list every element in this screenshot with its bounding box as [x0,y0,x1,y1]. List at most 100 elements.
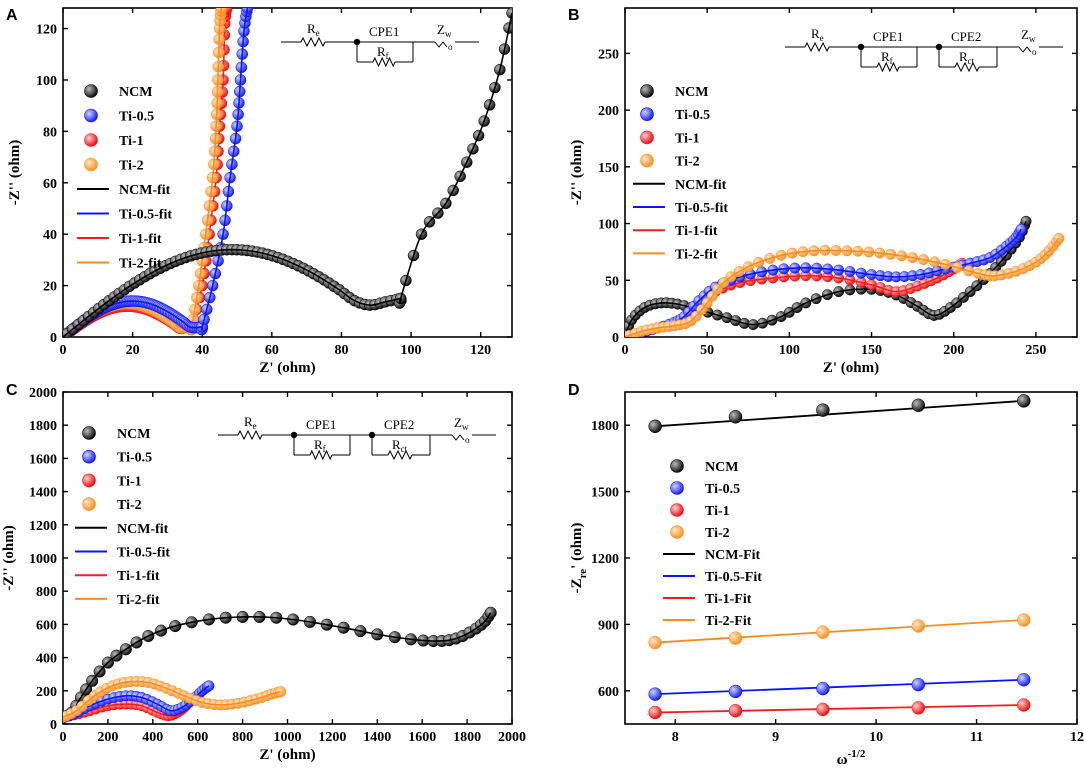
series-Ti-1 [648,698,1031,720]
fit-line-Ti-2 [63,680,281,719]
svg-text:Rf: Rf [377,44,389,61]
data-point-Ti-2 [816,625,830,639]
x-tick-label: 400 [142,730,163,745]
panel-D-frame [624,391,1078,725]
legend-label: Ti-2 [675,155,700,170]
x-tick-label: 150 [861,343,882,358]
legend-label: Ti-1 [675,131,700,146]
x-tick-label: 1600 [408,730,436,745]
data-point-Ti-0.5 [648,687,662,701]
legend-marker-Ti-2 [640,153,654,168]
legend-marker-Ti-1 [84,133,98,147]
x-tick-label: 20 [126,343,140,358]
x-tick-label: 0 [60,343,67,358]
panel-A-frame [62,7,513,338]
fit-line-Ti-0.5 [655,678,1024,696]
x-tick-label: 2000 [498,730,526,745]
y-tick-label: 600 [36,618,57,633]
legend-label: NCM [705,460,738,475]
svg-text:Rct: Rct [959,49,975,66]
svg-text:Rct: Rct [392,437,408,454]
svg-text:CPE1: CPE1 [306,417,336,432]
legend-label: Ti-0.5-fit [117,546,170,561]
fit-line-NCM [655,399,1024,428]
legend-marker-NCM [670,459,684,473]
y-tick-label: 2000 [29,386,57,401]
svg-text:CPE1: CPE1 [873,29,903,44]
series-Ti-2 [63,675,287,723]
legend-label: Ti-1-Fit [705,592,752,607]
legend: NCM Ti-0.5 Ti-1 Ti-2 NCM-Fit Ti-0.5-Fit Ti-1-F… [663,459,762,629]
legend-label: Ti-0.5-Fit [705,570,762,585]
legend-marker-Ti-2 [82,497,96,511]
legend: NCM Ti-0.5 Ti-1 Ti-2 NCM-fit Ti-0.5-fit Ti-1-f… [75,426,170,608]
y-tick-label: 100 [598,218,619,233]
y-tick-label: 100 [36,74,57,89]
legend-label: NCM-Fit [705,548,761,563]
equivalent-circuit: Re CPE1 Rf CPE2 Rct Zw o [785,26,1063,73]
y-tick-label: 50 [605,274,619,289]
fit-line-NCM [63,612,492,719]
legend-label: Ti-0.5-fit [119,208,172,223]
y-tick-label: 150 [598,161,619,176]
y-tick-label: 1800 [29,419,57,434]
legend-label: Ti-2 [119,159,144,174]
y-tick-label: 1500 [591,486,619,501]
x-tick-label: 12 [1070,730,1084,745]
data-point-NCM [1017,394,1031,408]
y-tick-label: 900 [598,618,619,633]
data-point-Ti-1 [911,701,926,715]
y-tick-label: 200 [598,104,619,119]
x-tick-label: 0 [60,730,67,745]
y-tick-label: 40 [43,228,57,243]
y-tick-label: 60 [43,177,57,192]
legend-marker-Ti-2 [84,157,98,172]
legend-label: NCM [117,427,150,442]
legend-label: Ti-0.5 [117,451,152,466]
data-point-NCM [728,410,743,424]
legend-label: Ti-2-fit [117,593,160,608]
legend-label: Ti-0.5 [675,108,710,123]
y-tick-label: 80 [43,125,57,140]
legend: NCM Ti-0.5 Ti-1 Ti-2 NCM-fit Ti-0.5-fit Ti-1-f… [77,84,172,272]
data-point-Ti-2 [911,619,926,633]
x-tick-label: 50 [700,343,714,358]
panel-A-axes: 0 20 40 60 80 100 120 0 20 40 60 80 100 120 A [6,7,513,358]
y-axis-label: -Z'' (ohm) [7,140,23,205]
panel-letter: B [568,7,580,24]
data-point-Ti-0.5 [816,681,830,696]
y-tick-label: 200 [36,685,57,700]
legend-label: Ti-1-fit [119,232,162,247]
svg-text:Zw: Zw [437,22,452,39]
y-tick-label: 120 [36,23,57,38]
x-tick-label: 9 [772,730,779,745]
data-point-NCM [911,398,926,413]
x-tick-label: 11 [970,730,983,745]
x-tick-label: 200 [943,343,964,358]
data-point-Ti-1 [728,703,743,718]
legend-marker-Ti-1 [82,473,96,488]
fit-line-Ti-1 [655,704,1024,714]
legend-label: Ti-1-fit [675,224,718,239]
series-NCM [625,215,1032,337]
y-tick-label: 1200 [29,519,57,534]
legend-label: Ti-1 [119,134,144,149]
y-tick-label: 250 [598,47,619,62]
svg-text:o: o [1032,47,1037,57]
legend-marker-Ti-1 [670,503,684,517]
legend-label: NCM-fit [119,183,171,198]
y-tick-label: 1000 [29,552,57,567]
y-axis-label: -Zre' (ohm) [569,523,589,594]
y-tick-label: 600 [598,685,619,700]
data-point-Ti-0.5 [728,684,743,699]
series-Ti-0.5 [648,672,1031,701]
series-Ti-0.5 [63,8,254,337]
y-tick-label: 0 [50,718,57,733]
data-point-Ti-0.5 [1017,672,1031,687]
panel-C-axes: 0 200 400 600 800 1000 1200 1400 1600 1800 2000 0 20… [6,382,526,745]
legend-marker-NCM [84,84,98,98]
y-axis-label: -Z'' (ohm) [569,140,585,205]
legend-marker-Ti-2 [670,525,684,539]
svg-text:CPE2: CPE2 [951,29,981,44]
x-tick-label: 1000 [274,730,302,745]
